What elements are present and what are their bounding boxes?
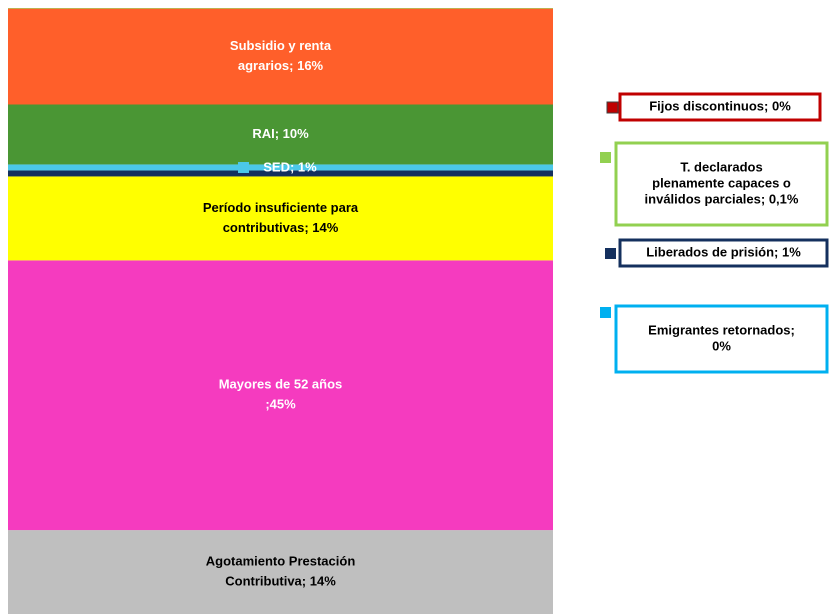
- data-label: RAI; 10%: [252, 126, 309, 141]
- data-label: agrarios; 16%: [238, 58, 324, 73]
- data-label: Subsidio y renta: [230, 38, 332, 53]
- bar-segment: [8, 104, 553, 165]
- legend-marker: [600, 152, 611, 163]
- legend-marker: [606, 101, 619, 114]
- legend-marker: [605, 248, 616, 259]
- data-label: T. declarados: [680, 159, 762, 174]
- data-label: inválidos parciales; 0,1%: [645, 191, 799, 206]
- data-label: plenamente capaces o: [652, 175, 791, 190]
- data-label: Emigrantes retornados;: [648, 322, 795, 337]
- data-label: ;45%: [265, 397, 296, 412]
- callout-box: [614, 141, 829, 227]
- bar-segment: [8, 530, 553, 614]
- callout-box: [618, 238, 829, 268]
- legend-marker: [600, 307, 611, 318]
- data-label: Mayores de 52 años: [219, 377, 343, 392]
- legend-marker: [238, 162, 249, 173]
- callout-box: [614, 304, 829, 374]
- data-label: Período insuficiente para: [203, 200, 359, 215]
- data-label: 0%: [712, 338, 731, 353]
- bar-segment: [8, 8, 553, 105]
- bar-segment: [8, 8, 553, 9]
- callout-box: [618, 92, 822, 122]
- data-label: Contributiva; 14%: [225, 573, 336, 588]
- data-label: Agotamiento Prestación: [206, 553, 356, 568]
- bar-segment: [8, 260, 553, 531]
- bar-segment: [8, 170, 553, 177]
- bar-segment: [8, 164, 553, 171]
- data-label: SED; 1%: [263, 159, 317, 174]
- bar-segment: [8, 176, 553, 261]
- data-label: contributivas; 14%: [223, 220, 339, 235]
- data-label: Fijos discontinuos; 0%: [649, 98, 791, 113]
- data-label: Liberados de prisión; 1%: [646, 244, 801, 259]
